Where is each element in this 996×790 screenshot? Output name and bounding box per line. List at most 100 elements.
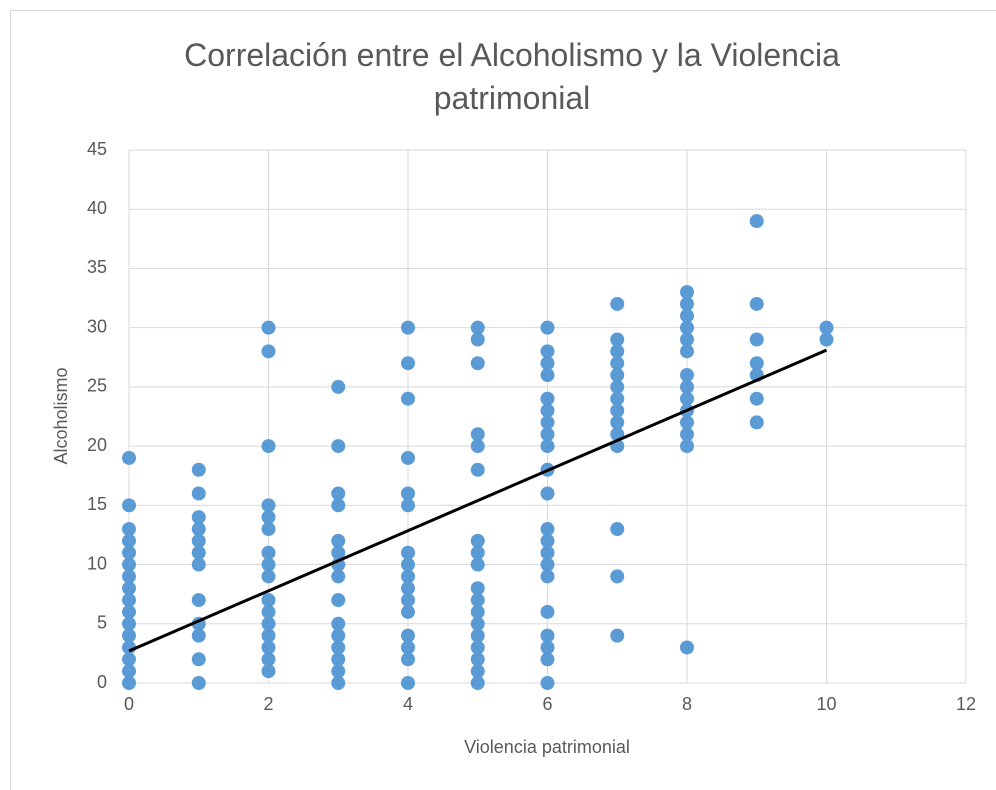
- scatter-point: [122, 498, 136, 513]
- y-tick-label: 5: [97, 613, 107, 633]
- scatter-point: [610, 415, 625, 430]
- scatter-point: [331, 379, 346, 394]
- scatter-point: [540, 486, 555, 501]
- scatter-point: [610, 332, 625, 347]
- scatter-point: [331, 616, 346, 631]
- scatter-point: [540, 640, 555, 655]
- chart-title: Correlación entre el Alcoholismo y la Vi…: [184, 37, 840, 116]
- scatter-point: [470, 533, 485, 548]
- scatter-point: [401, 356, 415, 371]
- scatter-point: [470, 320, 485, 335]
- scatter-point: [610, 379, 625, 394]
- scatter-point: [191, 676, 206, 690]
- scatter-point: [191, 593, 206, 608]
- scatter-point: [470, 640, 485, 655]
- chart-frame: [10, 10, 996, 790]
- scatter-point: [122, 593, 136, 608]
- scatter-point: [261, 628, 276, 643]
- scatter-point: [401, 486, 415, 501]
- scatter-point: [261, 640, 276, 655]
- scatter-point: [331, 533, 346, 548]
- scatter-point: [261, 593, 276, 608]
- scatter-point: [819, 320, 834, 335]
- scatter-point: [470, 676, 485, 690]
- scatter-point: [610, 522, 625, 537]
- scatter-point: [191, 652, 206, 667]
- scatter-point: [749, 296, 764, 311]
- scatter-point: [122, 545, 136, 560]
- scatter-point: [540, 344, 555, 359]
- scatter-point: [331, 664, 346, 679]
- scatter-point: [610, 296, 625, 311]
- scatter-point: [401, 593, 415, 608]
- scatter-point: [122, 616, 136, 631]
- scatter-point: [540, 403, 555, 418]
- scatter-point: [610, 628, 625, 643]
- scatter-point: [122, 581, 136, 596]
- scatter-point: [331, 640, 346, 655]
- scatter-point: [331, 628, 346, 643]
- scatter-point: [261, 344, 276, 359]
- scatter-point: [401, 604, 415, 619]
- scatter-point: [540, 391, 555, 406]
- scatter-point: [610, 391, 625, 406]
- scatter-point: [540, 368, 555, 383]
- x-axis-label: Violencia patrimonial: [464, 737, 630, 757]
- x-tick-label: 12: [956, 694, 976, 714]
- scatter-point: [819, 332, 834, 347]
- scatter-point: [191, 628, 206, 643]
- scatter-point: [610, 356, 625, 371]
- x-tick-label: 8: [682, 694, 692, 714]
- scatter-point: [470, 332, 485, 347]
- scatter-point: [331, 652, 346, 667]
- scatter-point: [331, 569, 346, 584]
- scatter-point: [749, 391, 764, 406]
- scatter-point: [470, 664, 485, 679]
- x-tick-label: 4: [403, 694, 413, 714]
- y-tick-label: 40: [87, 198, 107, 218]
- scatter-point: [122, 557, 136, 572]
- scatter-point: [470, 652, 485, 667]
- x-tick-label: 10: [816, 694, 836, 714]
- scatter-point: [540, 522, 555, 537]
- scatter-point: [540, 356, 555, 371]
- scatter-point: [540, 628, 555, 643]
- y-tick-label: 0: [97, 672, 107, 692]
- scatter-point: [122, 522, 136, 537]
- scatter-point: [470, 604, 485, 619]
- scatter-point: [401, 676, 415, 690]
- scatter-point: [331, 545, 346, 560]
- x-tick-label: 6: [542, 694, 552, 714]
- scatter-point: [261, 569, 276, 584]
- scatter-point: [470, 545, 485, 560]
- scatter-point: [191, 462, 206, 477]
- scatter-point: [470, 427, 485, 442]
- scatter-point: [470, 616, 485, 631]
- scatter-point: [749, 356, 764, 371]
- scatter-point: [401, 640, 415, 655]
- scatter-point: [610, 368, 625, 383]
- scatter-point: [401, 498, 415, 513]
- y-tick-label: 20: [87, 435, 107, 455]
- scatter-point: [261, 664, 276, 679]
- scatter-point: [191, 545, 206, 560]
- scatter-point: [261, 320, 276, 335]
- scatter-point: [401, 450, 415, 465]
- scatter-point: [540, 569, 555, 584]
- scatter-point: [680, 391, 694, 406]
- x-tick-label: 2: [263, 694, 273, 714]
- x-tick-label: 0: [124, 694, 134, 714]
- y-tick-label: 35: [87, 257, 107, 277]
- scatter-point: [191, 557, 206, 572]
- scatter-point: [540, 427, 555, 442]
- scatter-point: [191, 486, 206, 501]
- scatter-point: [331, 593, 346, 608]
- scatter-point: [261, 498, 276, 513]
- scatter-point: [540, 533, 555, 548]
- scatter-point: [680, 368, 694, 383]
- scatter-point: [122, 652, 136, 667]
- scatter-point: [540, 439, 555, 454]
- scatter-point: [680, 332, 694, 347]
- scatter-point: [191, 533, 206, 548]
